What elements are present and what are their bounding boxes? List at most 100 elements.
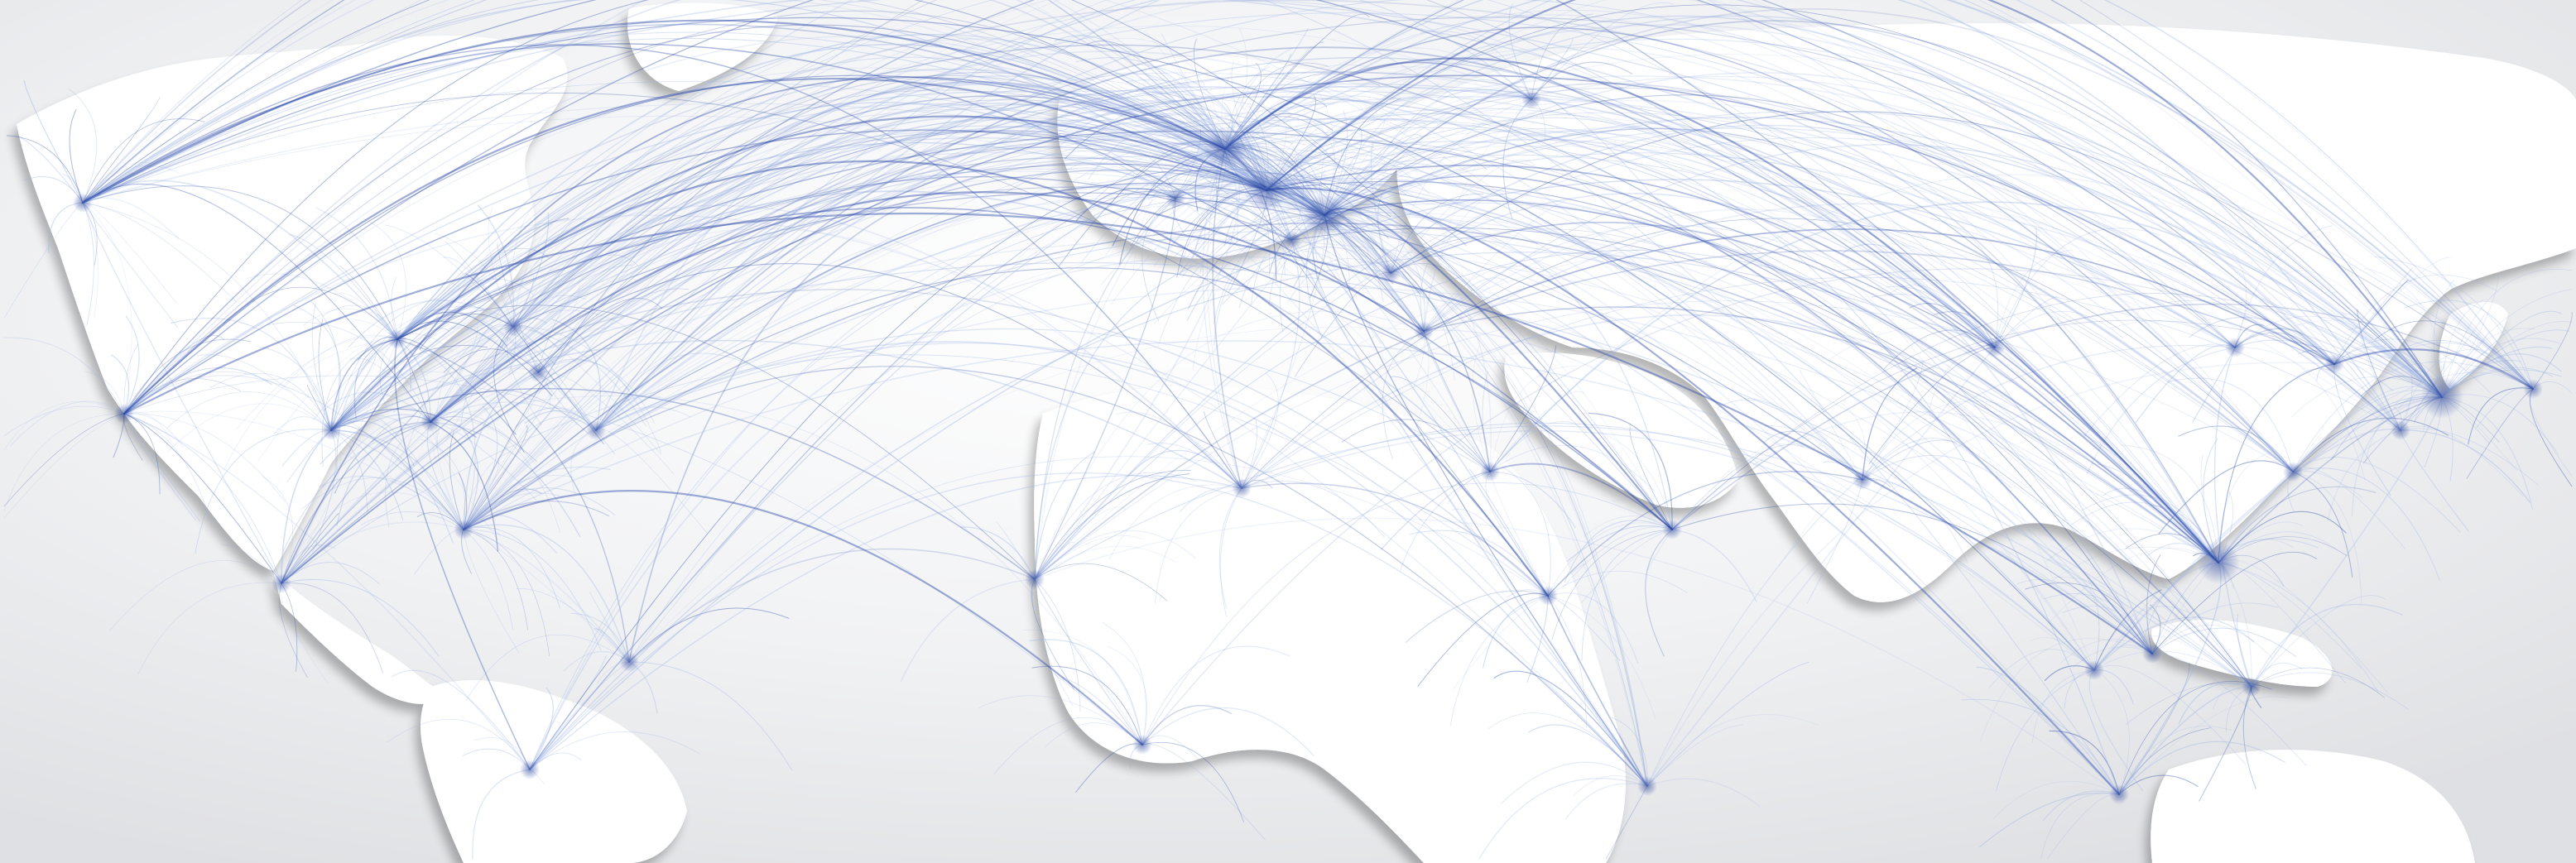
route-arc — [1034, 545, 1177, 580]
route-arc — [2103, 487, 2219, 563]
route-arc — [123, 338, 252, 415]
route-arc — [1224, 95, 1380, 150]
route-arc — [1842, 243, 1996, 348]
route-arc — [82, 0, 2120, 795]
route-arc — [1012, 190, 1176, 266]
route-arc — [1324, 214, 2252, 688]
route-arc — [2076, 430, 2219, 563]
route-arc — [1034, 148, 1226, 580]
route-arc — [2400, 369, 2562, 431]
route-arc — [1391, 376, 1491, 472]
hub-airports — [73, 89, 2543, 804]
route-arc — [1390, 98, 1532, 274]
route-arc — [1423, 277, 1510, 332]
route-arc — [1141, 741, 1244, 822]
route-arc — [1034, 425, 2153, 654]
route-arc — [1531, 61, 1633, 100]
route-arc — [1266, 189, 1648, 787]
route-arc — [1976, 666, 2120, 795]
route-arc — [430, 416, 537, 463]
route-arc — [1324, 152, 2236, 348]
route-arc — [307, 319, 398, 340]
route-arc — [1994, 296, 2058, 348]
route-arc — [512, 295, 587, 328]
route-arc — [322, 415, 431, 488]
route-arc — [463, 139, 1226, 530]
landmass-middle-east — [1504, 352, 1738, 508]
route-arc — [1646, 362, 2335, 787]
route-arc — [281, 421, 431, 584]
route-arc — [330, 298, 439, 431]
route-arc — [2093, 590, 2160, 671]
route-arc — [1141, 705, 1233, 746]
route-arc — [2216, 237, 2247, 348]
route-arc — [1034, 124, 2236, 580]
route-arc — [1266, 187, 2153, 654]
route-arc — [2093, 635, 2198, 671]
hub-marker — [2391, 420, 2410, 440]
route-arc — [1103, 148, 1176, 199]
route-arc — [82, 0, 2534, 390]
route-arc — [2441, 353, 2562, 398]
trunk-route — [2333, 348, 2535, 391]
route-arc — [512, 34, 1226, 328]
route-arc — [2050, 544, 2100, 671]
route-arc — [511, 195, 541, 328]
route-arc — [1889, 284, 1996, 348]
route-arc — [223, 338, 398, 471]
route-arc — [2146, 554, 2161, 654]
route-arc — [537, 119, 1325, 373]
route-arc — [1266, 189, 1549, 597]
landmasses — [17, 2, 2576, 863]
flight-routes — [3, 0, 2573, 860]
route-arc — [1987, 547, 2095, 671]
route-arc — [330, 328, 449, 431]
route-arc — [123, 0, 1325, 415]
route-arc — [1862, 437, 1980, 481]
route-arc — [1449, 595, 1549, 726]
route-arc — [1266, 164, 2219, 563]
route-arc — [330, 102, 1226, 431]
route-arc — [1994, 228, 2037, 348]
route-arc — [1564, 783, 1648, 820]
route-arc — [82, 0, 1292, 241]
route-arc — [512, 326, 661, 453]
route-arc — [472, 769, 531, 860]
hub-marker — [1637, 776, 1657, 796]
route-arc — [1034, 578, 1143, 746]
route-arc — [1266, 89, 1532, 191]
route-arc — [512, 82, 1267, 328]
route-arc — [82, 0, 1863, 481]
route-arc — [82, 0, 2219, 563]
route-arc — [1468, 468, 1549, 597]
route-arc — [2082, 494, 2219, 563]
route-arc — [1489, 391, 1585, 472]
route-arc — [2357, 309, 2401, 431]
route-arc — [463, 228, 2219, 563]
route-arc — [463, 487, 616, 530]
route-arc — [1266, 53, 2534, 390]
route-arc — [2093, 664, 2247, 765]
route-arc — [1266, 138, 2153, 654]
hub-marker — [2109, 784, 2129, 804]
route-arc — [1141, 645, 1290, 746]
route-arc — [2093, 650, 2252, 688]
route-arc — [2532, 311, 2573, 390]
route-arc — [430, 118, 2294, 472]
route-arc — [628, 185, 1267, 663]
hub-marker — [2283, 462, 2303, 482]
route-arc — [2151, 552, 2317, 654]
route-arc — [1324, 211, 2252, 688]
route-arc — [330, 151, 1267, 431]
route-arc — [330, 0, 2534, 431]
route-arc — [1547, 522, 1678, 597]
route-arc — [537, 71, 2294, 472]
route-arc — [1173, 225, 1292, 258]
route-arc — [463, 117, 1325, 530]
route-arc — [2342, 313, 2443, 398]
route-arc — [512, 212, 550, 328]
route-arc — [1116, 411, 1242, 489]
route-arc — [537, 264, 633, 373]
route-arc — [1032, 578, 1074, 707]
route-arc — [430, 262, 1242, 489]
